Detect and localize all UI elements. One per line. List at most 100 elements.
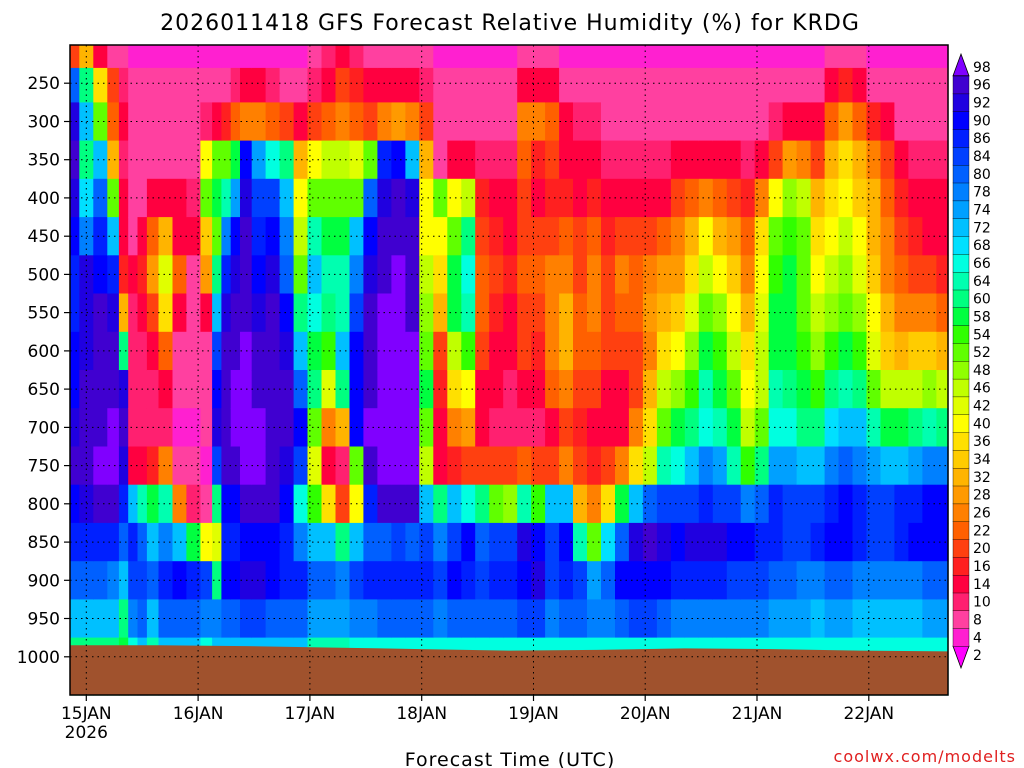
rh-cell	[698, 370, 714, 409]
rh-cell	[852, 293, 868, 333]
colorbar-label: 96	[973, 78, 991, 94]
rh-cell	[922, 446, 937, 486]
y-tick-label: 600	[28, 342, 60, 362]
rh-cell	[615, 255, 630, 295]
rh-cell	[363, 102, 378, 142]
rh-cell	[391, 102, 406, 142]
rh-cell	[684, 45, 700, 69]
rh-cell	[810, 522, 826, 562]
rh-cell	[186, 217, 201, 256]
rh-cell	[221, 102, 232, 142]
colorbar-swatch	[952, 253, 970, 273]
pressure-axis: 250 300 350 400 450 500 550 600 650 700 750 800 850 9…	[17, 74, 70, 668]
rh-cell	[307, 370, 323, 409]
rh-cell	[726, 446, 742, 486]
rh-cell	[656, 67, 672, 103]
colorbar-label: 78	[973, 185, 991, 201]
rh-cell	[158, 446, 174, 486]
rh-cell	[545, 102, 560, 142]
rh-cell	[754, 331, 770, 371]
rh-cell	[824, 293, 840, 333]
rh-cell	[517, 140, 532, 180]
rh-cell	[461, 599, 476, 639]
rh-cell	[880, 102, 896, 142]
rh-cell	[796, 217, 812, 256]
rh-cell	[587, 484, 602, 524]
colorbar-swatch	[952, 360, 970, 380]
rh-cell	[433, 293, 448, 333]
rh-cell	[391, 561, 406, 600]
x-tick-label: 20JAN	[620, 704, 671, 724]
rh-cell	[447, 484, 462, 524]
rh-cell	[172, 67, 188, 103]
rh-cell	[93, 45, 108, 69]
rh-cell	[335, 408, 351, 447]
colorbar-swatch	[952, 628, 970, 647]
rh-cell	[587, 178, 602, 218]
rh-cell	[321, 45, 337, 69]
rh-cell	[517, 67, 532, 103]
rh-cell	[70, 408, 80, 447]
rh-cell	[363, 293, 378, 333]
rh-cell	[212, 102, 222, 142]
rh-cell	[307, 522, 323, 562]
colorbar-swatch	[952, 343, 970, 362]
rh-cell	[517, 45, 532, 69]
rh-cell	[642, 140, 658, 180]
rh-cell	[810, 599, 826, 639]
rh-cell	[573, 408, 588, 447]
rh-cell	[93, 331, 108, 371]
rh-cell	[93, 370, 108, 409]
rh-cell	[517, 217, 532, 256]
colorbar-swatch	[952, 93, 970, 112]
rh-cell	[419, 45, 434, 69]
rh-cell	[615, 140, 630, 180]
rh-cell	[118, 331, 129, 371]
rh-cell	[433, 178, 448, 218]
rh-cell	[279, 140, 295, 180]
rh-cell	[447, 140, 462, 180]
rh-cell	[212, 370, 222, 409]
rh-cell	[489, 561, 504, 600]
rh-cell	[796, 102, 812, 142]
rh-cell	[768, 408, 784, 447]
colorbar-label: 4	[973, 630, 982, 646]
rh-cell	[93, 255, 108, 295]
rh-cell	[107, 408, 120, 447]
rh-cell	[936, 331, 949, 371]
rh-cell	[433, 484, 448, 524]
rh-cell	[212, 67, 222, 103]
rh-cell	[684, 67, 700, 103]
rh-cell	[391, 45, 406, 69]
rh-cell	[810, 178, 826, 218]
rh-cell	[419, 408, 434, 447]
plot-area	[69, 44, 949, 696]
rh-cell	[615, 599, 630, 639]
rh-cell	[908, 484, 923, 524]
rh-cell	[726, 217, 742, 256]
rh-cell	[768, 484, 784, 524]
rh-cell	[573, 446, 588, 486]
rh-cell	[70, 331, 80, 371]
rh-cell	[107, 522, 120, 562]
colorbar-label: 42	[973, 399, 991, 415]
rh-cell	[768, 140, 784, 180]
rh-cell	[279, 370, 295, 409]
rh-cell	[545, 331, 560, 371]
colorbar-swatch	[952, 556, 970, 576]
rh-cell	[419, 178, 434, 218]
rh-cell	[726, 293, 742, 333]
rh-cell	[118, 140, 129, 180]
colorbar-label: 98	[973, 60, 991, 76]
rh-cell	[93, 178, 108, 218]
colorbar-label: 84	[973, 149, 991, 165]
rh-cell	[461, 140, 476, 180]
rh-cell	[517, 484, 532, 524]
rh-cell	[307, 331, 323, 371]
rh-cell	[782, 446, 798, 486]
rh-cell	[212, 446, 222, 486]
rh-cell	[810, 408, 826, 447]
rh-cell	[698, 102, 714, 142]
rh-cell	[824, 599, 840, 639]
rh-cell	[545, 45, 560, 69]
